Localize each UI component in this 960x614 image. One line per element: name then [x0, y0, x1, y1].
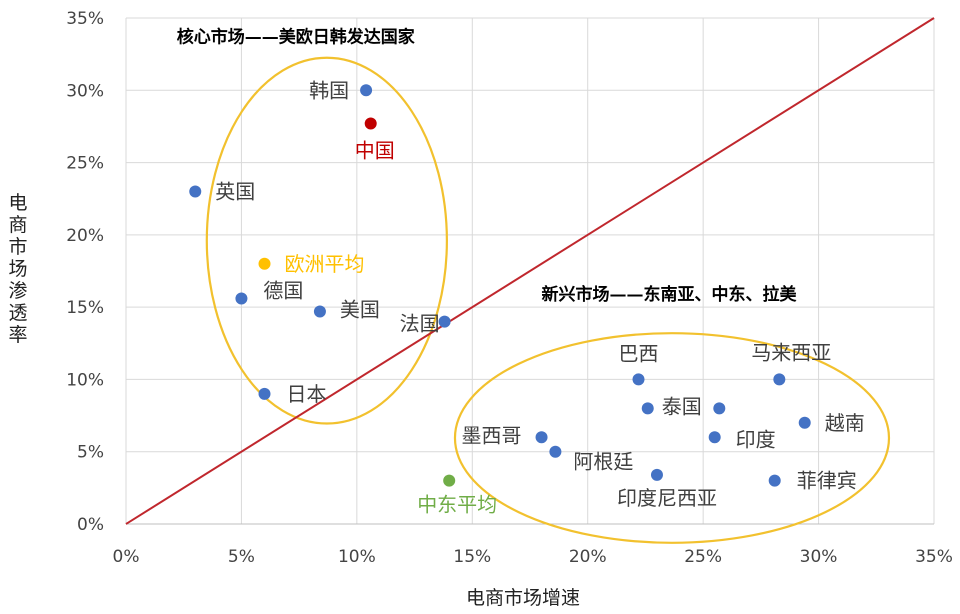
- group-title: 核心市场——美欧日韩发达国家: [177, 27, 415, 48]
- point-label: 中东平均: [417, 493, 497, 517]
- data-point: [650, 468, 663, 481]
- y-tick-label: 20%: [66, 226, 104, 246]
- data-point: [360, 84, 373, 97]
- point-label: 韩国: [309, 78, 349, 102]
- point-label: 菲律宾: [797, 469, 857, 493]
- x-tick-label: 10%: [338, 547, 376, 567]
- point-label: 美国: [340, 297, 380, 321]
- y-tick-label: 35%: [66, 9, 104, 29]
- y-tick-label: 15%: [66, 298, 104, 318]
- y-axis-title: 电商市场渗透率: [8, 192, 27, 346]
- point-label: 马来西亚: [751, 340, 831, 364]
- point-label: 印度尼西亚: [617, 486, 717, 510]
- x-tick-label: 25%: [684, 547, 722, 567]
- y-tick-label: 10%: [66, 370, 104, 390]
- y-tick-label: 0%: [77, 515, 104, 535]
- x-tick-label: 30%: [800, 547, 838, 567]
- x-tick-label: 15%: [453, 547, 491, 567]
- reference-line-layer: [125, 17, 935, 525]
- data-point: [632, 373, 645, 386]
- group-ellipse: [453, 332, 891, 544]
- group-ellipse: [205, 56, 448, 425]
- data-point: [364, 117, 377, 130]
- data-point: [258, 387, 271, 400]
- data-point: [708, 431, 721, 444]
- x-axis-title: 电商市场增速: [466, 587, 580, 609]
- y-tick-label: 30%: [66, 81, 104, 101]
- point-label: 阿根廷: [573, 450, 633, 474]
- data-point: [313, 305, 326, 318]
- data-point: [235, 292, 248, 305]
- point-label: 法国: [400, 312, 440, 336]
- point-label: 日本: [287, 382, 327, 406]
- data-point: [438, 315, 451, 328]
- point-label: 中国: [355, 139, 395, 163]
- x-tick-label: 35%: [915, 547, 953, 567]
- reference-line: [125, 17, 935, 525]
- data-point: [641, 402, 654, 415]
- axes: 0% 5% 10% 15% 20% 25% 30% 35% 0% 5% 10% 15% 20% 25% 30…: [66, 9, 953, 567]
- point-label: 德国: [263, 278, 303, 302]
- group-ellipses: [205, 56, 891, 544]
- x-tick-label: 5%: [228, 547, 255, 567]
- y-tick-label: 25%: [66, 154, 104, 174]
- point-label: 英国: [215, 179, 255, 203]
- point-label: 越南: [825, 411, 865, 435]
- data-point: [258, 257, 271, 270]
- data-point: [549, 445, 562, 458]
- point-label: 墨西哥: [462, 423, 522, 447]
- data-point: [535, 431, 548, 444]
- data-point: [443, 474, 456, 487]
- point-label: 泰国: [662, 394, 702, 418]
- y-tick-label: 5%: [77, 443, 104, 463]
- grid: [125, 17, 935, 525]
- data-points: [189, 84, 811, 487]
- data-point: [798, 416, 811, 429]
- data-point: [768, 474, 781, 487]
- x-tick-label: 0%: [113, 547, 140, 567]
- point-label: 欧洲平均: [285, 252, 365, 276]
- point-label: 印度: [736, 427, 776, 451]
- point-label: 巴西: [619, 341, 659, 365]
- data-point: [189, 185, 202, 198]
- data-point: [773, 373, 786, 386]
- x-tick-label: 20%: [569, 547, 607, 567]
- data-point: [713, 402, 726, 415]
- group-title: 新兴市场——东南亚、中东、拉美: [542, 284, 798, 305]
